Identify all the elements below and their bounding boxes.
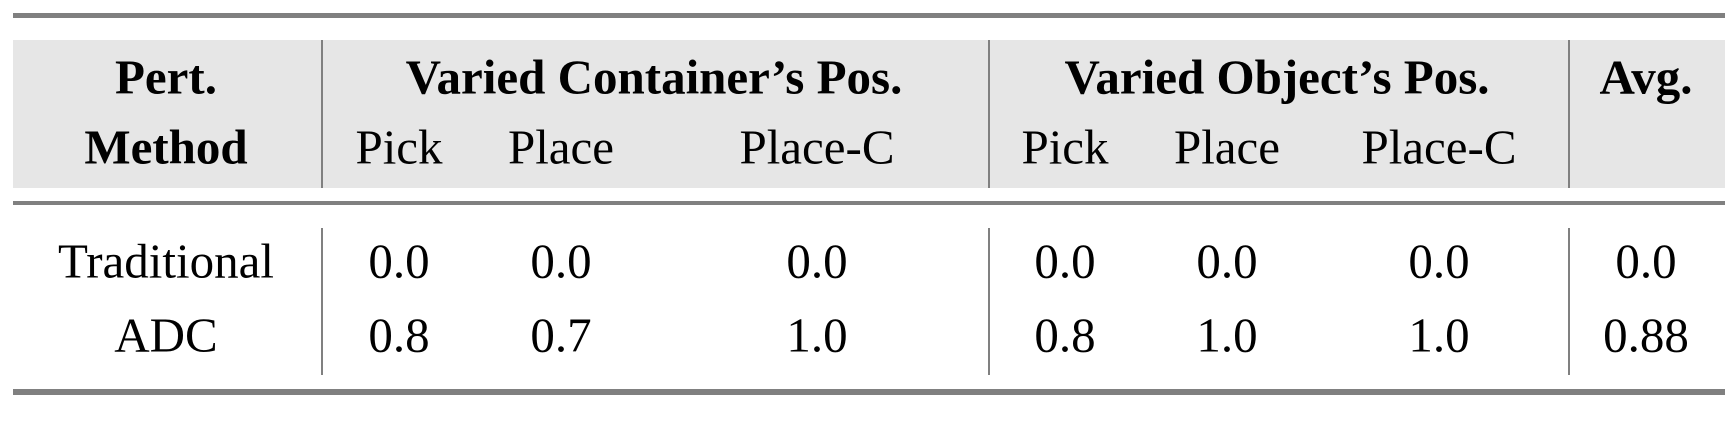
cell: 0.0 — [1034, 233, 1096, 289]
cell-avg: 0.88 — [1603, 307, 1689, 363]
cell: 0.8 — [368, 307, 430, 363]
row-method: ADC — [114, 307, 218, 363]
column-divider — [988, 40, 990, 188]
cell: 0.0 — [1196, 233, 1258, 289]
subheader-place: Place — [507, 119, 615, 175]
row-method: Traditional — [58, 233, 274, 289]
subheader-place-c: Place-C — [1361, 119, 1517, 175]
cell: 0.0 — [786, 233, 848, 289]
cell: 0.7 — [530, 307, 592, 363]
cell: 0.0 — [530, 233, 592, 289]
header-group-container: Varied Container’s Pos. — [405, 49, 903, 105]
header-avg: Avg. — [1599, 49, 1693, 105]
cell-avg: 0.0 — [1615, 233, 1677, 289]
header-background — [13, 40, 1725, 188]
cell: 0.0 — [1408, 233, 1470, 289]
cell: 1.0 — [786, 307, 848, 363]
top-rule — [13, 13, 1725, 18]
cell: 0.0 — [368, 233, 430, 289]
column-divider — [988, 228, 990, 375]
header-pert: Pert. — [115, 49, 217, 105]
column-divider — [1568, 228, 1570, 375]
bottom-rule — [13, 389, 1725, 395]
column-divider — [1568, 40, 1570, 188]
subheader-pick: Pick — [1021, 119, 1109, 175]
column-divider — [321, 40, 323, 188]
cell: 1.0 — [1408, 307, 1470, 363]
column-divider — [321, 228, 323, 375]
cell: 0.8 — [1034, 307, 1096, 363]
header-method: Method — [84, 119, 248, 175]
mid-rule — [13, 201, 1725, 205]
subheader-pick: Pick — [355, 119, 443, 175]
subheader-place-c: Place-C — [739, 119, 895, 175]
header-group-object: Varied Object’s Pos. — [1064, 49, 1490, 105]
subheader-place: Place — [1173, 119, 1281, 175]
cell: 1.0 — [1196, 307, 1258, 363]
